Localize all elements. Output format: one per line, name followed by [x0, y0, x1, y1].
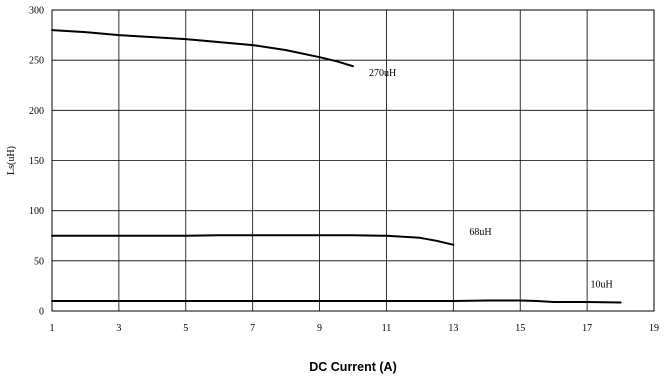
- series-line-10uH: [51, 299, 622, 304]
- x-tick-label: 1: [50, 323, 55, 334]
- y-axis-label: Ls(uH): [6, 146, 17, 175]
- x-tick-label: 9: [317, 323, 322, 334]
- series-label-270uH: 270uH: [369, 68, 396, 79]
- series-line-270uH: [51, 29, 354, 68]
- y-tick-label: 200: [29, 106, 44, 117]
- y-tick-label: 150: [29, 156, 44, 167]
- x-tick-label: 13: [448, 323, 458, 334]
- x-tick-label: 7: [250, 323, 255, 334]
- plot-frame: [51, 9, 655, 312]
- x-tick-label: 5: [183, 323, 188, 334]
- series-labels: 270uH 68uH 10uH: [369, 68, 613, 290]
- x-tick-label: 3: [116, 323, 121, 334]
- series-line-68uH: [51, 234, 455, 246]
- x-tick-label: 15: [515, 323, 525, 334]
- y-tick-label: 100: [29, 206, 44, 217]
- y-tick-label: 300: [29, 6, 44, 17]
- y-tick-label: 250: [29, 56, 44, 67]
- y-axis-ticks: 0 50 100 150 200 250 300: [29, 6, 44, 318]
- grid: [51, 9, 655, 312]
- series-label-68uH: 68uH: [469, 227, 491, 238]
- series-group: [51, 29, 622, 304]
- x-tick-label: 11: [382, 323, 392, 334]
- y-tick-label: 0: [39, 307, 44, 318]
- series-label-10uH: 10uH: [591, 279, 613, 290]
- x-tick-label: 19: [649, 323, 659, 334]
- y-tick-label: 50: [34, 256, 44, 267]
- x-tick-label: 17: [582, 323, 592, 334]
- x-axis-label: DC Current (A): [309, 360, 397, 374]
- x-axis-ticks: 1 3 5 7 9 11 13 15 17 19: [50, 323, 660, 334]
